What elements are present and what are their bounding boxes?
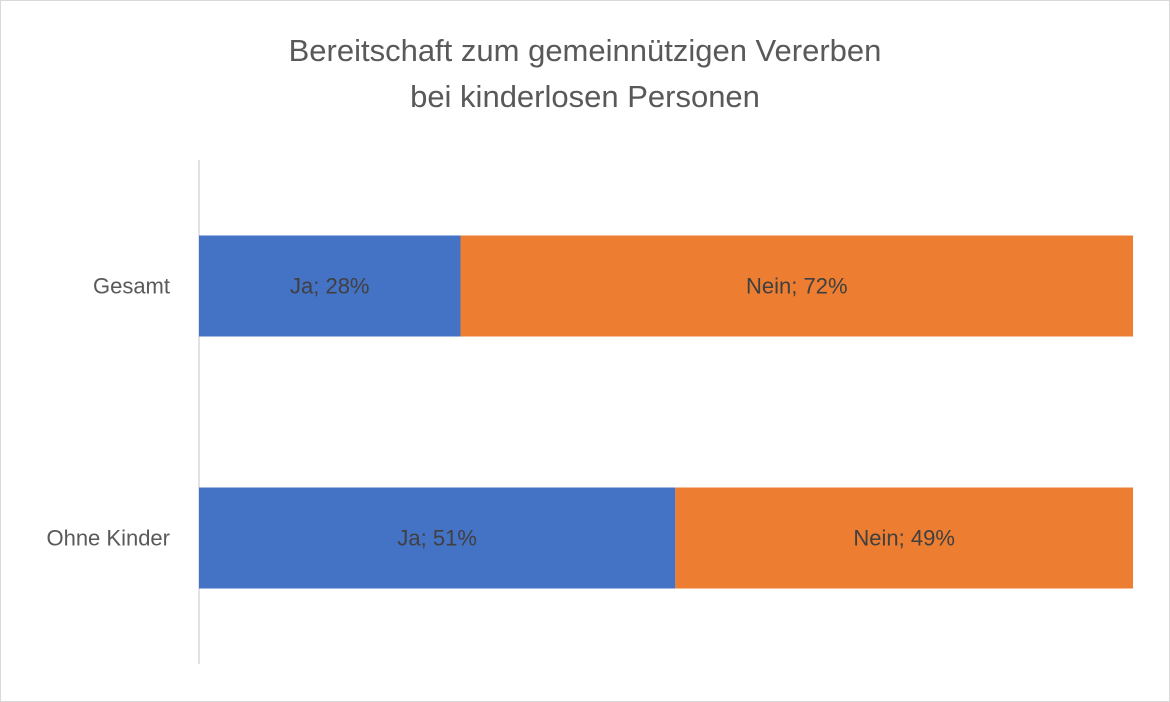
data-label-ja-1: Ja; 28% — [290, 274, 370, 299]
chart-title-line-2: bei kinderlosen Personen — [410, 79, 760, 114]
bar-nein-1 — [460, 235, 1133, 337]
bar-nein-2 — [675, 487, 1133, 589]
data-label-ja-2: Ja; 51% — [397, 526, 477, 551]
bar-ja-2 — [199, 487, 676, 589]
data-label-nein-2: Nein; 49% — [853, 526, 955, 551]
chart-title: Bereitschaft zum gemeinnützigen Vererben… — [0, 28, 1170, 120]
category-label-1: Gesamt — [93, 274, 170, 299]
category-label-2: Ohne Kinder — [46, 526, 170, 551]
bar-ja-1 — [199, 235, 461, 337]
chart-title-line-1: Bereitschaft zum gemeinnützigen Vererben — [288, 33, 882, 68]
data-label-nein-1: Nein; 72% — [746, 274, 848, 299]
